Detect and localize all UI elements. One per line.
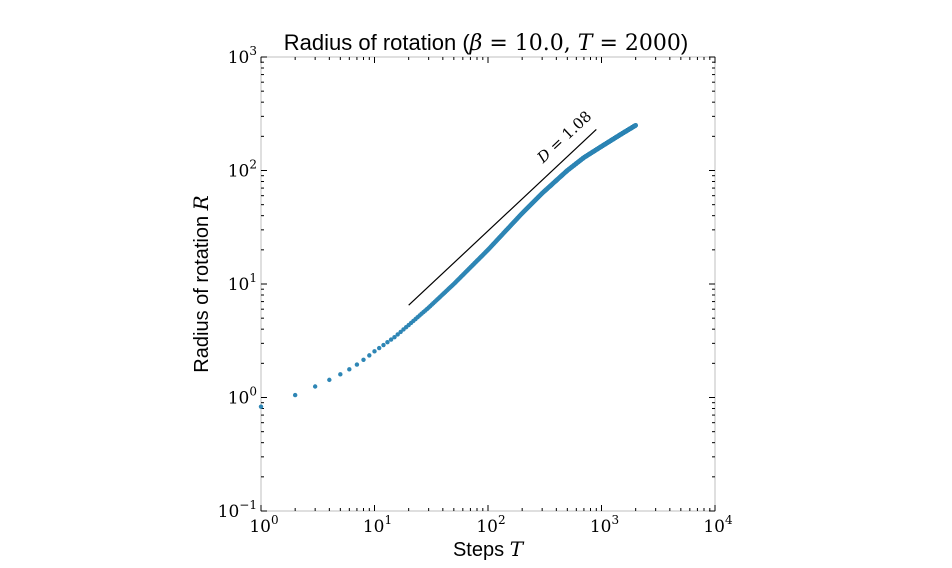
data-point xyxy=(633,123,638,128)
minor-ticks xyxy=(261,57,715,511)
y-tick-label: 10−1 xyxy=(218,498,257,522)
y-tick-label: 101 xyxy=(228,271,257,295)
y-tick-label: 102 xyxy=(228,158,257,182)
data-point xyxy=(361,357,366,362)
data-point xyxy=(385,340,390,345)
x-tick-label: 104 xyxy=(703,513,733,537)
data-point xyxy=(372,349,377,354)
data-point xyxy=(258,404,264,409)
data-point xyxy=(376,345,382,351)
x-axis-label: Steps T xyxy=(453,537,525,561)
data-point xyxy=(347,367,352,372)
plot-frame xyxy=(260,56,716,512)
x-tick-label: 101 xyxy=(363,513,392,537)
chart-title: Radius of rotation (β = 10.0, T = 2000) xyxy=(284,30,688,56)
x-tick-labels: 100 101 102 103 104 xyxy=(249,513,733,537)
data-point xyxy=(395,332,400,337)
data-point xyxy=(312,384,318,389)
y-tick-label: 103 xyxy=(228,44,257,68)
data-point xyxy=(388,337,394,342)
x-tick-label: 100 xyxy=(249,513,278,537)
data-point xyxy=(338,372,343,377)
x-tick-label: 102 xyxy=(476,513,505,537)
y-axis-label: Radius of rotation R xyxy=(189,195,213,372)
data-points xyxy=(258,123,638,409)
y-tick-labels: 10−1 100 101 102 103 xyxy=(218,44,257,522)
reference-line xyxy=(408,129,597,306)
data-point xyxy=(327,377,332,383)
reference-line-group: D = 1.08 xyxy=(408,107,597,306)
major-ticks xyxy=(260,56,716,512)
y-tick-label: 100 xyxy=(228,385,257,409)
data-point xyxy=(292,392,298,398)
data-point xyxy=(392,334,397,340)
data-point xyxy=(367,353,372,358)
x-tick-label: 103 xyxy=(590,513,619,537)
data-point xyxy=(354,362,360,367)
data-point xyxy=(381,342,386,348)
